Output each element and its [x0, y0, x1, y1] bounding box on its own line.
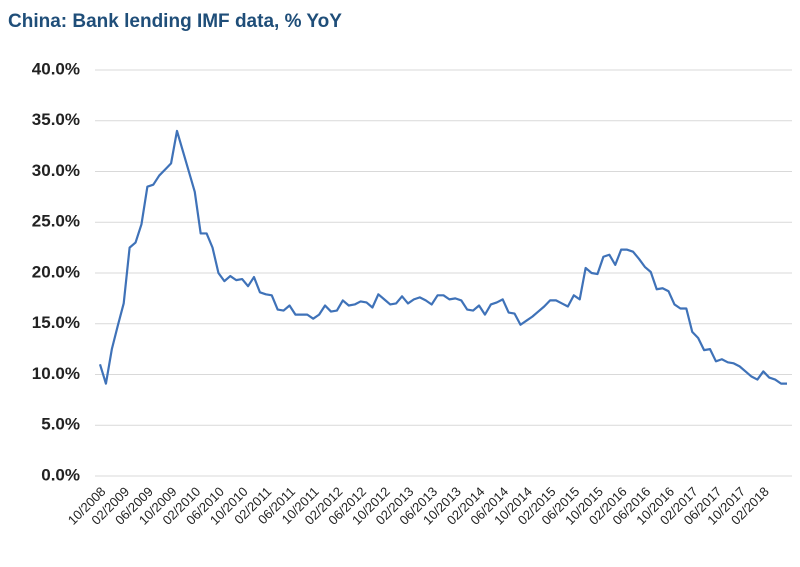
- y-tick-label: 25.0%: [32, 212, 80, 231]
- y-tick-label: 30.0%: [32, 161, 80, 180]
- y-tick-label: 35.0%: [32, 110, 80, 129]
- y-tick-label: 40.0%: [32, 59, 80, 78]
- y-tick-label: 5.0%: [41, 415, 80, 434]
- y-tick-label: 20.0%: [32, 262, 80, 281]
- data-line: [98, 129, 787, 385]
- y-tick-label: 0.0%: [41, 465, 80, 484]
- chart-title: China: Bank lending IMF data, % YoY: [8, 11, 342, 32]
- y-tick-label: 10.0%: [32, 364, 80, 383]
- y-tick-label: 15.0%: [32, 313, 80, 332]
